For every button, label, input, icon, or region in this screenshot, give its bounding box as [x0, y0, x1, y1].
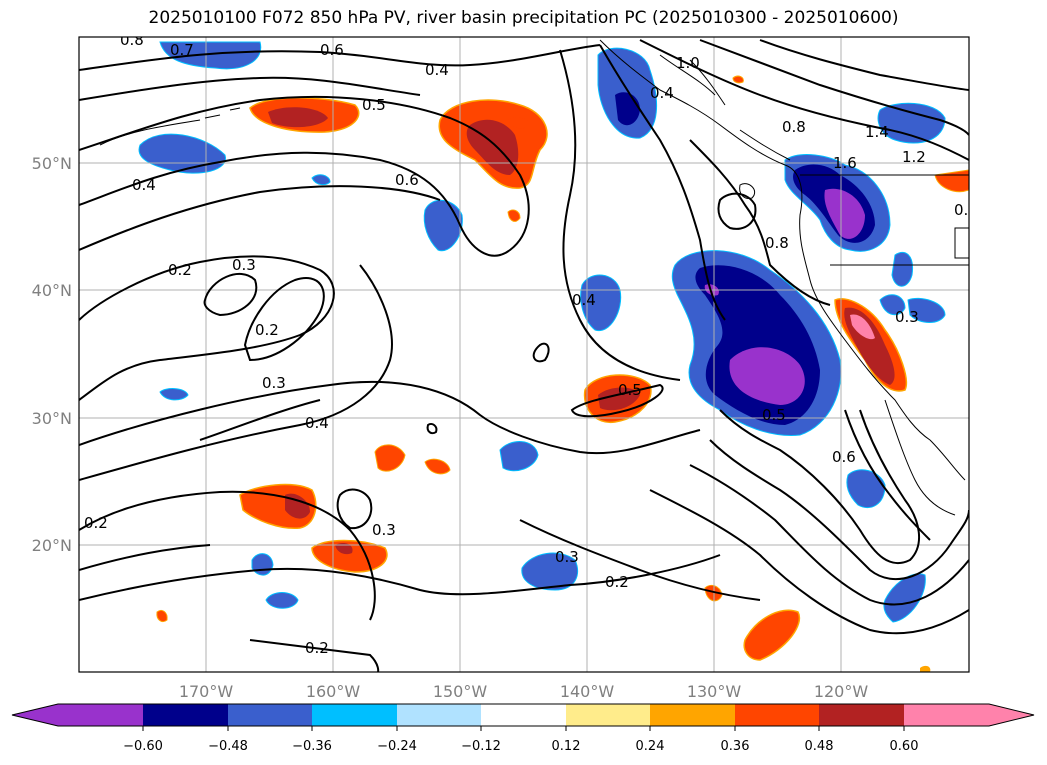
colorbar-segment [650, 704, 735, 726]
colorbar-outline [11, 703, 1035, 727]
lat-label: 30°N [32, 409, 72, 428]
figure-title: 2025010100 F072 850 hPa PV, river basin … [148, 8, 899, 28]
colorbar-tick-label: −0.36 [292, 739, 332, 754]
contour-label: 0.6 [395, 171, 419, 189]
contour-label: 0.5 [762, 406, 786, 424]
contour-label: 1.6 [833, 154, 857, 172]
lon-label: 160°W [306, 682, 361, 701]
lon-label: 140°W [560, 682, 615, 701]
colorbar-tick-label: −0.12 [461, 739, 501, 754]
contour-label: 0.3 [372, 521, 396, 539]
contour-label: 1.4 [865, 123, 889, 141]
colorbar-tick-label: 0.48 [805, 739, 834, 754]
contour-label: 0.8 [782, 118, 806, 136]
colorbar-tick-label: −0.60 [123, 739, 163, 754]
colorbar-tick-label: 0.24 [636, 739, 665, 754]
contour-label: 0.2 [255, 321, 279, 339]
contour-label: 1.2 [902, 148, 926, 166]
contour-labels: 0.8 0.7 0.6 0.4 0.5 0.6 0.4 0.2 0.3 0.2 … [84, 31, 978, 657]
colorbar-extend-max [989, 704, 1034, 726]
colorbar-tick-label: 0.12 [552, 739, 581, 754]
contour-label: 0.2 [168, 261, 192, 279]
lon-label: 170°W [179, 682, 234, 701]
coastlines [99, 39, 969, 516]
colorbar-tick-label: 0.60 [890, 739, 919, 754]
contour-label: 0.2 [305, 639, 329, 657]
colorbar-extend-min [12, 704, 58, 726]
contour-label: 0.8 [120, 31, 144, 49]
colorbar-segment [58, 704, 143, 726]
map-gridlines [79, 37, 969, 672]
latitude-labels: 50°N 40°N 30°N 20°N [32, 154, 72, 555]
contour-label: 0.3 [262, 374, 286, 392]
colorbar-segment [312, 704, 397, 726]
contour-label: 0.3 [555, 548, 579, 566]
contour-label: 0.3 [954, 201, 978, 219]
contour-label: 0.5 [362, 96, 386, 114]
pv-contours [79, 39, 969, 672]
colorbar-segment [397, 704, 481, 726]
contour-label: 0.3 [895, 308, 919, 326]
contour-label: 0.3 [232, 256, 256, 274]
colorbar-segment [481, 704, 566, 726]
contour-label: 0.4 [650, 84, 674, 102]
contour-label: 1.0 [676, 54, 700, 72]
lon-label: 120°W [814, 682, 869, 701]
colorbar-segment [819, 704, 904, 726]
lat-label: 20°N [32, 536, 72, 555]
lon-label: 150°W [433, 682, 488, 701]
contour-label: 0.4 [305, 414, 329, 432]
colorbar-segment [735, 704, 819, 726]
colorbar-segment [566, 704, 650, 726]
contour-label: 0.7 [170, 41, 194, 59]
colorbar-segment [143, 704, 228, 726]
lon-label: 130°W [687, 682, 742, 701]
map-frame [78, 36, 970, 673]
colorbar-tick-label: −0.24 [377, 739, 417, 754]
map-content: 0.8 0.7 0.6 0.4 0.5 0.6 0.4 0.2 0.3 0.2 … [79, 31, 978, 672]
colorbar-tick-label: −0.48 [208, 739, 248, 754]
lat-label: 50°N [32, 154, 72, 173]
contour-label: 0.6 [832, 448, 856, 466]
positive-precip-regions [156, 75, 969, 672]
contour-label: 0.4 [425, 61, 449, 79]
longitude-labels: 170°W 160°W 150°W 140°W 130°W 120°W [179, 682, 869, 701]
contour-label: 0.5 [618, 381, 642, 399]
contour-label: 0.4 [572, 291, 596, 309]
contour-label: 0.6 [320, 41, 344, 59]
contour-label: 0.2 [84, 514, 108, 532]
colorbar-tick-label: 0.36 [721, 739, 750, 754]
contour-label: 0.2 [605, 573, 629, 591]
contour-label: 0.8 [765, 234, 789, 252]
colorbar: −0.60 −0.48 −0.36 −0.24 −0.12 0.12 0.24 … [11, 703, 1035, 754]
colorbar-segment [904, 704, 989, 726]
lat-label: 40°N [32, 281, 72, 300]
contour-label: 0.4 [132, 176, 156, 194]
colorbar-segment [228, 704, 312, 726]
